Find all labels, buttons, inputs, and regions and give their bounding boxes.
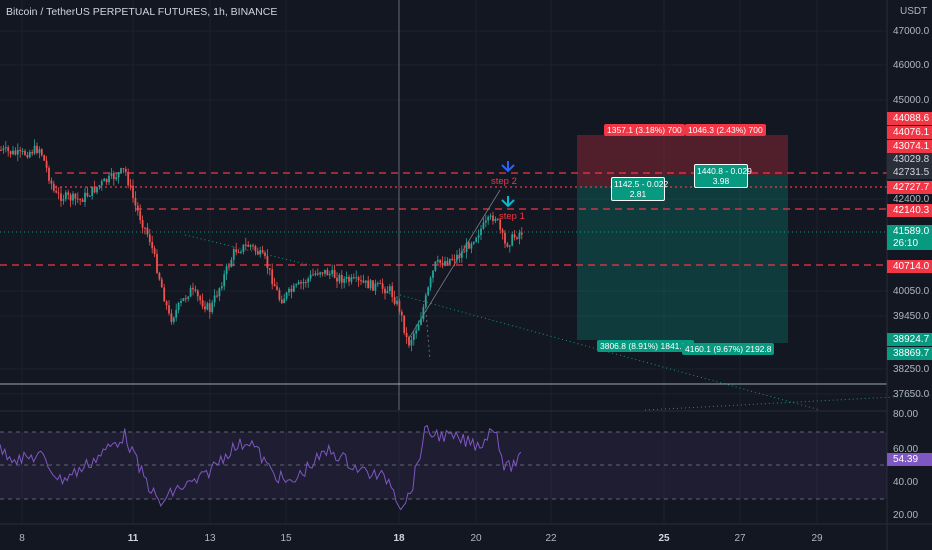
price-tag-43029: 43029.8 — [887, 153, 932, 166]
price-axis-label: 42400.0 — [893, 194, 930, 205]
price-axis-label: 37650.0 — [893, 389, 930, 400]
risk-reward-ratio: 2.81 — [629, 189, 647, 199]
price-tag-last: 41589.0 — [887, 225, 932, 238]
trendline-2[interactable] — [399, 294, 821, 411]
currency-label[interactable]: USDT — [900, 6, 928, 17]
price-axis-label: 45000.0 — [893, 95, 930, 106]
price-axis-label: 40050.0 — [893, 286, 930, 297]
rsi-axis-label: 20.00 — [893, 510, 919, 521]
step-2-annotation[interactable]: step 2 — [491, 176, 517, 187]
candlestick-series — [0, 139, 523, 352]
time-axis-label: 27 — [734, 533, 746, 544]
price-axis-label: 39450.0 — [893, 311, 930, 322]
price-axis-label: 46000.0 — [893, 60, 930, 71]
rsi-axis-label: 40.00 — [893, 477, 919, 488]
rsi-axis-label: 60.00 — [893, 444, 919, 455]
time-axis-label: 29 — [811, 533, 823, 544]
time-axis-label: 22 — [545, 533, 557, 544]
stop-loss-label-2[interactable]: 1046.3 (2.43%) 700 — [685, 124, 766, 136]
bar-countdown: 26:10 — [887, 237, 932, 250]
take-profit-label-2[interactable]: 4160.1 (9.67%) 2192.8 — [682, 343, 775, 355]
time-axis-label: 18 — [393, 533, 405, 544]
time-axis-label: 8 — [19, 533, 25, 544]
trendline-3[interactable] — [644, 394, 932, 411]
arrow-down-icon[interactable] — [501, 161, 515, 173]
price-tag-38869: 38869.7 — [887, 347, 932, 360]
time-axis-label: 20 — [470, 533, 482, 544]
rsi-line — [0, 424, 522, 511]
price-axis-label: 47000.0 — [893, 26, 930, 37]
arrow-down-icon[interactable] — [501, 196, 515, 208]
price-tag-44076: 44076.1 — [887, 126, 932, 139]
symbol-title[interactable]: Bitcoin / TetherUS PERPETUAL FUTURES, 1h… — [6, 6, 278, 18]
time-axis-label: 11 — [127, 533, 139, 544]
time-axis-label: 25 — [658, 533, 670, 544]
rsi-band — [0, 432, 887, 499]
price-tag-44088: 44088.6 — [887, 112, 932, 125]
price-tag-42140: 42140.3 — [887, 204, 932, 217]
price-axis-label: 38250.0 — [893, 364, 930, 375]
price-tag-42731: 42731.5 — [887, 166, 932, 179]
step-1-annotation[interactable]: step 1 — [499, 211, 525, 222]
price-tag-40714: 40714.0 — [887, 260, 932, 273]
price-tag-38924: 38924.7 — [887, 333, 932, 346]
stop-loss-label-1[interactable]: 1357.1 (3.18%) 700 — [604, 124, 685, 136]
target-zone-2[interactable] — [661, 175, 788, 343]
trendline-1[interactable] — [184, 234, 311, 266]
time-axis-label: 13 — [204, 533, 216, 544]
risk-reward-value: 1440.8 - 0.029 — [697, 166, 752, 176]
pattern-line-2[interactable] — [424, 299, 431, 361]
risk-reward-label-1[interactable]: 1142.5 - 0.022 2.81 — [611, 177, 669, 201]
price-tag-42727: 42727.7 — [887, 181, 932, 194]
risk-reward-label-2[interactable]: 1440.8 - 0.029 3.98 — [694, 164, 752, 188]
rsi-value-tag: 54.39 — [887, 453, 932, 466]
take-profit-label-1[interactable]: 3806.8 (8.91%) 1841.53 — [597, 340, 695, 352]
time-axis-label: 15 — [280, 533, 292, 544]
risk-reward-ratio: 3.98 — [712, 176, 730, 186]
target-zone-1[interactable] — [577, 186, 661, 340]
price-tag-43074: 43074.1 — [887, 140, 932, 153]
rsi-axis-label: 80.00 — [893, 409, 919, 420]
risk-reward-value: 1142.5 - 0.022 — [614, 179, 669, 189]
